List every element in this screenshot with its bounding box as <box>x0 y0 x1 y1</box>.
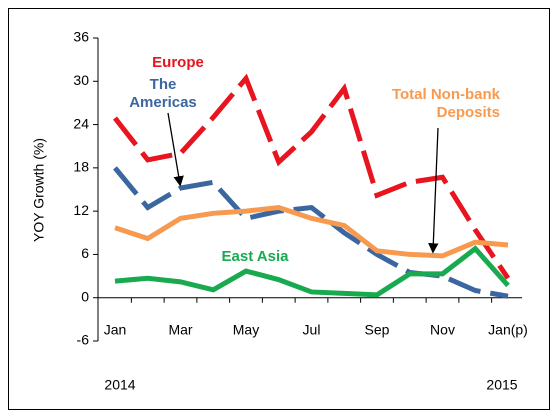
americas-label: The Americas <box>129 76 197 111</box>
y-tick-label: -6 <box>77 332 90 348</box>
plot: -6 0 6 12 18 24 30 36 Jan Mar May Jul Sep Nov Jan(p) 20… <box>73 29 527 393</box>
y-tick-label: 18 <box>73 159 89 175</box>
series-line <box>114 245 510 298</box>
chart-border <box>8 8 550 410</box>
year-label: 2015 <box>486 377 517 393</box>
series-line <box>113 166 509 299</box>
y-tick-label: 24 <box>73 115 89 131</box>
east-asia-label: East Asia <box>221 248 289 265</box>
x-tick-label: Nov <box>430 322 455 338</box>
y-tick-label: 12 <box>73 202 89 218</box>
y-tick-label: 6 <box>81 245 89 261</box>
y-tick-label: 0 <box>81 288 89 304</box>
series-line <box>114 204 509 259</box>
series-line <box>113 73 511 280</box>
arrow <box>167 112 184 187</box>
x-tick-label: Jan <box>104 322 127 338</box>
x-tick-label: May <box>233 322 259 338</box>
europe-label: Europe <box>152 54 204 71</box>
x-tick-label: Mar <box>168 322 192 338</box>
y-axis-label: YOY Growth (%) <box>31 138 47 242</box>
arrow <box>428 127 439 254</box>
x-tick-label: Jan(p) <box>488 322 528 338</box>
x-tick-label: Jul <box>303 322 321 338</box>
x-tick-label: Sep <box>365 322 390 338</box>
deposits-label: Total Non-bank Deposits <box>391 86 500 121</box>
y-tick-label: 36 <box>73 29 89 45</box>
y-tick-label: 30 <box>73 72 89 88</box>
year-label: 2014 <box>104 377 135 393</box>
